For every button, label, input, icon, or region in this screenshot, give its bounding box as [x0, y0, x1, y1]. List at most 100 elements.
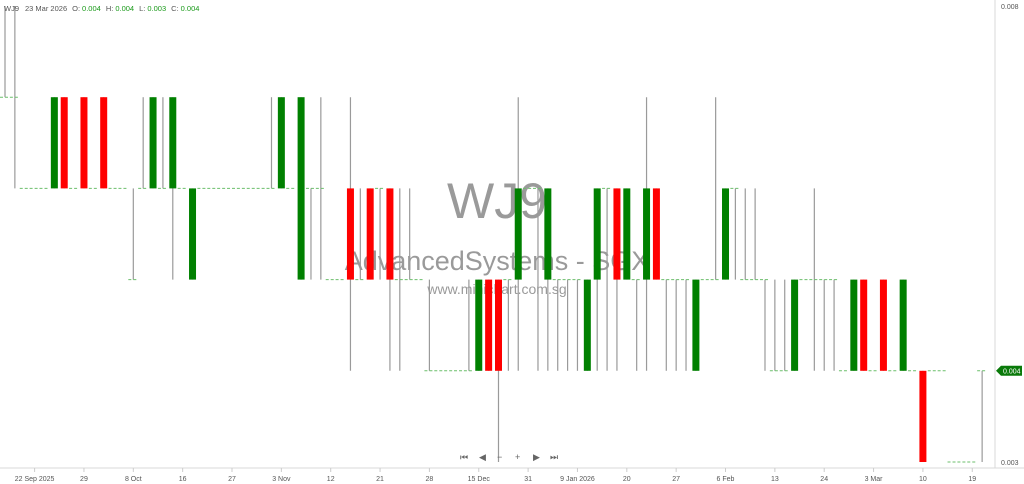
- candle: [750, 188, 761, 281]
- candle-body: [475, 279, 483, 371]
- candle: [149, 97, 157, 189]
- candle: [463, 279, 474, 372]
- prev-button[interactable]: ◀: [479, 452, 486, 462]
- candle-body: [623, 188, 631, 280]
- x-tick-label: 31: [524, 476, 532, 483]
- candle-body: [100, 97, 108, 189]
- candle: [809, 188, 820, 371]
- candle: [375, 187, 386, 280]
- candle: [769, 279, 780, 372]
- x-tick-label: 12: [327, 476, 335, 483]
- candle: [552, 279, 563, 371]
- candle: [346, 97, 354, 371]
- candle: [138, 97, 149, 189]
- x-tick-label: 8 Oct: [125, 476, 142, 483]
- candle: [819, 279, 830, 371]
- candle-body: [80, 97, 88, 189]
- y-tick-label: 0.003: [1001, 460, 1019, 467]
- candle: [860, 279, 868, 371]
- candle-body: [899, 279, 907, 371]
- last-price-label: 0.004: [1003, 368, 1021, 375]
- candle-body: [297, 97, 305, 280]
- close-value: 0.004: [180, 4, 200, 13]
- candle-body: [722, 188, 730, 280]
- candle: [652, 188, 660, 280]
- candle: [692, 279, 700, 371]
- candle: [495, 279, 502, 462]
- last-price-tag: 0.004: [996, 365, 1022, 376]
- candle: [0, 6, 10, 98]
- candle: [297, 97, 305, 280]
- candle-body: [149, 97, 157, 189]
- candle: [643, 97, 651, 371]
- last-page-button[interactable]: ⏭: [550, 452, 559, 462]
- y-axis: 0.008 0.003 0.004: [996, 4, 1022, 467]
- candles-layer: [0, 6, 988, 463]
- candle: [503, 279, 514, 371]
- candle: [879, 279, 887, 371]
- candle: [544, 188, 552, 371]
- x-tick-label: 27: [228, 476, 236, 483]
- candle: [355, 188, 366, 281]
- candle: [613, 188, 621, 371]
- high-value: 0.004: [115, 4, 135, 13]
- x-tick-label: 16: [179, 476, 187, 483]
- x-tick-label: 9 Jan 2026: [560, 476, 595, 483]
- candle: [514, 97, 522, 371]
- candle: [315, 97, 326, 280]
- x-tick-label: 22 Sep 2025: [15, 476, 55, 483]
- candle: [829, 279, 840, 371]
- candle: [305, 187, 316, 280]
- candle: [50, 97, 58, 189]
- candle: [759, 279, 770, 371]
- candle: [583, 279, 591, 371]
- x-tick-label: 29: [80, 476, 88, 483]
- candle-body: [850, 279, 858, 371]
- zoom-in-button[interactable]: +: [515, 452, 521, 462]
- x-tick-label: 21: [376, 476, 384, 483]
- candle: [593, 188, 601, 371]
- candle-body: [386, 188, 394, 280]
- candle-body: [189, 188, 197, 280]
- candle: [730, 187, 741, 280]
- candle: [386, 188, 394, 371]
- candle: [100, 97, 108, 189]
- next-button[interactable]: ▶: [533, 452, 540, 462]
- candle: [791, 279, 799, 371]
- candle-body: [495, 279, 502, 371]
- x-tick-label: 10: [919, 476, 927, 483]
- candle-body: [593, 188, 601, 280]
- candle: [671, 279, 682, 371]
- candle: [562, 279, 573, 371]
- candle-body: [50, 97, 58, 189]
- candle: [623, 188, 631, 280]
- candle: [532, 187, 543, 371]
- candle: [572, 279, 583, 371]
- low-label: L:: [139, 4, 146, 13]
- x-tick-label: 28: [426, 476, 434, 483]
- zoom-out-button[interactable]: −: [497, 452, 503, 462]
- candle: [9, 6, 20, 189]
- candle-body: [791, 279, 799, 371]
- candle: [919, 370, 927, 462]
- x-tick-label: 24: [820, 476, 828, 483]
- candle: [169, 97, 177, 280]
- ohlc-header: WJ9 23 Mar 2026 O: 0.004 H: 0.004 L: 0.003 C: 0.0…: [4, 4, 204, 13]
- date-label: 23 Mar 2026: [25, 4, 68, 13]
- candle: [80, 97, 88, 189]
- candle-body: [652, 188, 660, 280]
- candle: [661, 279, 672, 371]
- candle: [60, 97, 68, 189]
- high-label: H:: [105, 4, 114, 13]
- y-tick-label: 0.008: [1001, 4, 1019, 11]
- candle: [899, 279, 907, 371]
- first-page-button[interactable]: ⏮: [460, 452, 469, 462]
- candle: [189, 188, 197, 280]
- x-tick-label: 20: [623, 476, 631, 483]
- candle: [475, 279, 483, 371]
- candle-body: [879, 279, 887, 371]
- candle: [740, 188, 751, 281]
- candle: [277, 97, 285, 189]
- candle-body: [613, 188, 621, 280]
